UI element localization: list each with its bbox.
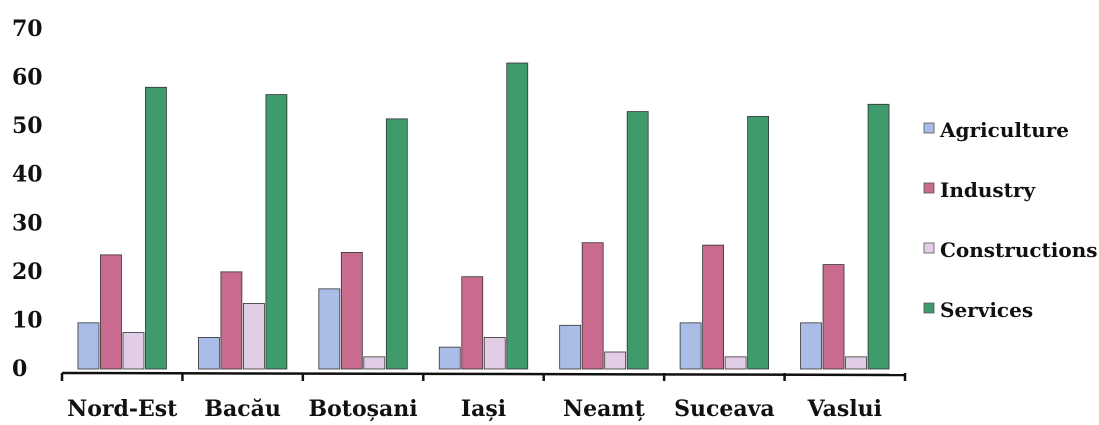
bar-constructions-3 (483, 337, 506, 370)
category-labels: Nord-Est Bacău Botoșani Iași Neamț Suceava Vas… (67, 396, 882, 422)
category-label: Nord-Est (67, 396, 178, 422)
bar-industry-1 (220, 271, 243, 370)
y-tick-label: 0 (12, 356, 27, 382)
legend-swatch-agriculture (923, 122, 935, 134)
bar-services-5 (747, 116, 770, 370)
bar-agriculture-3 (438, 346, 461, 370)
legend-swatch-services (923, 302, 935, 314)
bar-industry-6 (822, 264, 845, 370)
x-axis-line (61, 371, 906, 377)
bar-industry-2 (340, 252, 363, 370)
legend-swatch-constructions (923, 242, 935, 254)
bar-constructions-1 (242, 303, 265, 370)
bar-industry-4 (581, 242, 604, 370)
bar-industry-0 (100, 254, 122, 370)
bar-agriculture-1 (197, 337, 220, 370)
y-tick-label: 30 (12, 210, 43, 236)
bars (77, 62, 890, 370)
y-tick-label: 10 (12, 307, 43, 333)
legend-label-constructions: Constructions (940, 238, 1098, 262)
bar-agriculture-5 (679, 322, 702, 370)
category-label: Neamț (563, 396, 646, 422)
y-axis-ticks: 0 10 20 30 40 50 60 70 (12, 16, 43, 382)
bar-agriculture-6 (800, 322, 822, 370)
bar-agriculture-2 (318, 288, 341, 370)
category-label: Bacău (204, 396, 281, 422)
bar-services-0 (145, 86, 167, 370)
y-tick-label: 20 (12, 259, 43, 285)
bar-services-2 (385, 118, 408, 370)
y-tick-label: 60 (12, 65, 43, 91)
bar-services-3 (506, 62, 529, 370)
x-axis (60, 371, 907, 381)
bar-industry-5 (702, 244, 725, 370)
bar-agriculture-4 (559, 324, 582, 370)
y-tick-label: 70 (12, 16, 43, 42)
bar-constructions-0 (122, 332, 145, 370)
category-label: Botoșani (309, 396, 418, 422)
category-label: Iași (461, 396, 506, 422)
legend-label-industry: Industry (940, 178, 1036, 202)
bar-constructions-4 (604, 351, 627, 370)
y-tick-label: 50 (12, 113, 43, 139)
bar-services-1 (265, 94, 288, 370)
legend-label-agriculture: Agriculture (939, 118, 1069, 142)
y-tick-label: 40 (12, 162, 43, 188)
legend-swatch-industry (923, 182, 935, 194)
bar-constructions-6 (845, 356, 867, 370)
legend-label-services: Services (940, 298, 1033, 322)
bar-agriculture-0 (77, 322, 100, 370)
category-label: Suceava (674, 396, 775, 422)
bar-industry-3 (461, 276, 484, 370)
bar-services-6 (867, 103, 890, 370)
bar-constructions-2 (363, 356, 386, 370)
legend: Agriculture Industry Constructions Services (923, 118, 1098, 322)
category-label: Vaslui (807, 396, 882, 422)
bar-services-4 (626, 111, 649, 370)
bar-constructions-5 (724, 356, 747, 370)
